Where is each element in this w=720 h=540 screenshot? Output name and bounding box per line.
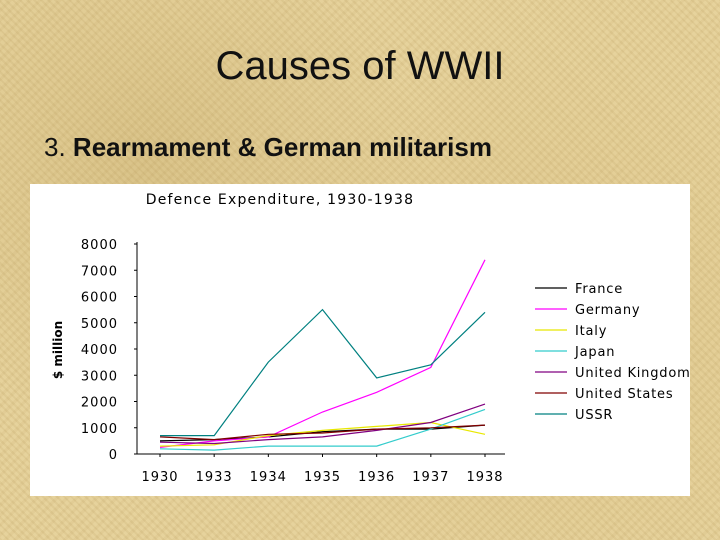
legend-label-japan: Japan <box>574 345 615 360</box>
y-tick-label: 2000 <box>81 396 118 411</box>
series-line-ussr <box>160 308 486 437</box>
y-tick-label: 8000 <box>81 238 118 253</box>
chart-legend: France Germany Italy Japan United Kingdom Uni… <box>535 282 690 423</box>
legend-label-italy: Italy <box>575 324 607 339</box>
y-tick-label: 4000 <box>81 343 118 358</box>
series-line-united-states <box>159 424 486 441</box>
series-line-italy <box>159 421 486 447</box>
x-tick-label: 1933 <box>196 470 233 485</box>
chart-series-lines <box>159 259 486 451</box>
x-tick-label: 1930 <box>141 470 178 485</box>
series-line-japan <box>159 408 486 451</box>
y-tick-label: 1000 <box>81 422 118 437</box>
legend-label-france: France <box>575 282 623 297</box>
x-tick-label: 1934 <box>250 470 287 485</box>
y-tick-label: 6000 <box>81 291 118 306</box>
x-tick-label: 1936 <box>358 470 395 485</box>
y-tick-label: 0 <box>109 448 118 463</box>
x-tick-label: 1938 <box>466 470 503 485</box>
legend-label-united-kingdom: United Kingdom <box>575 366 690 381</box>
chart-title: Defence Expenditure, 1930-1938 <box>146 192 414 208</box>
defence-expenditure-chart: Defence Expenditure, 1930-1938 $ million… <box>51 192 690 485</box>
y-tick-label: 5000 <box>81 317 118 332</box>
legend-label-united-states: United States <box>575 387 673 402</box>
subtitle-number: 3. <box>44 132 66 162</box>
slide-subtitle: 3. Rearmament & German militarism <box>44 132 492 163</box>
legend-label-ussr: USSR <box>575 408 613 423</box>
x-tick-label: 1937 <box>412 470 449 485</box>
legend-label-germany: Germany <box>575 303 640 318</box>
y-tick-label: 3000 <box>81 369 118 384</box>
series-line-united-kingdom <box>159 403 486 445</box>
chart-panel: Defence Expenditure, 1930-1938 $ million… <box>30 184 690 496</box>
chart-axes: 0 1000 2000 3000 4000 5000 6000 7000 8000 1930 193… <box>81 238 505 485</box>
x-tick-label: 1935 <box>304 470 341 485</box>
subtitle-text: Rearmament & German militarism <box>72 132 492 162</box>
series-line-germany <box>159 259 486 448</box>
y-axis-label: $ million <box>51 321 65 379</box>
y-tick-label: 7000 <box>81 264 118 279</box>
slide-title: Causes of WWII <box>215 44 505 88</box>
